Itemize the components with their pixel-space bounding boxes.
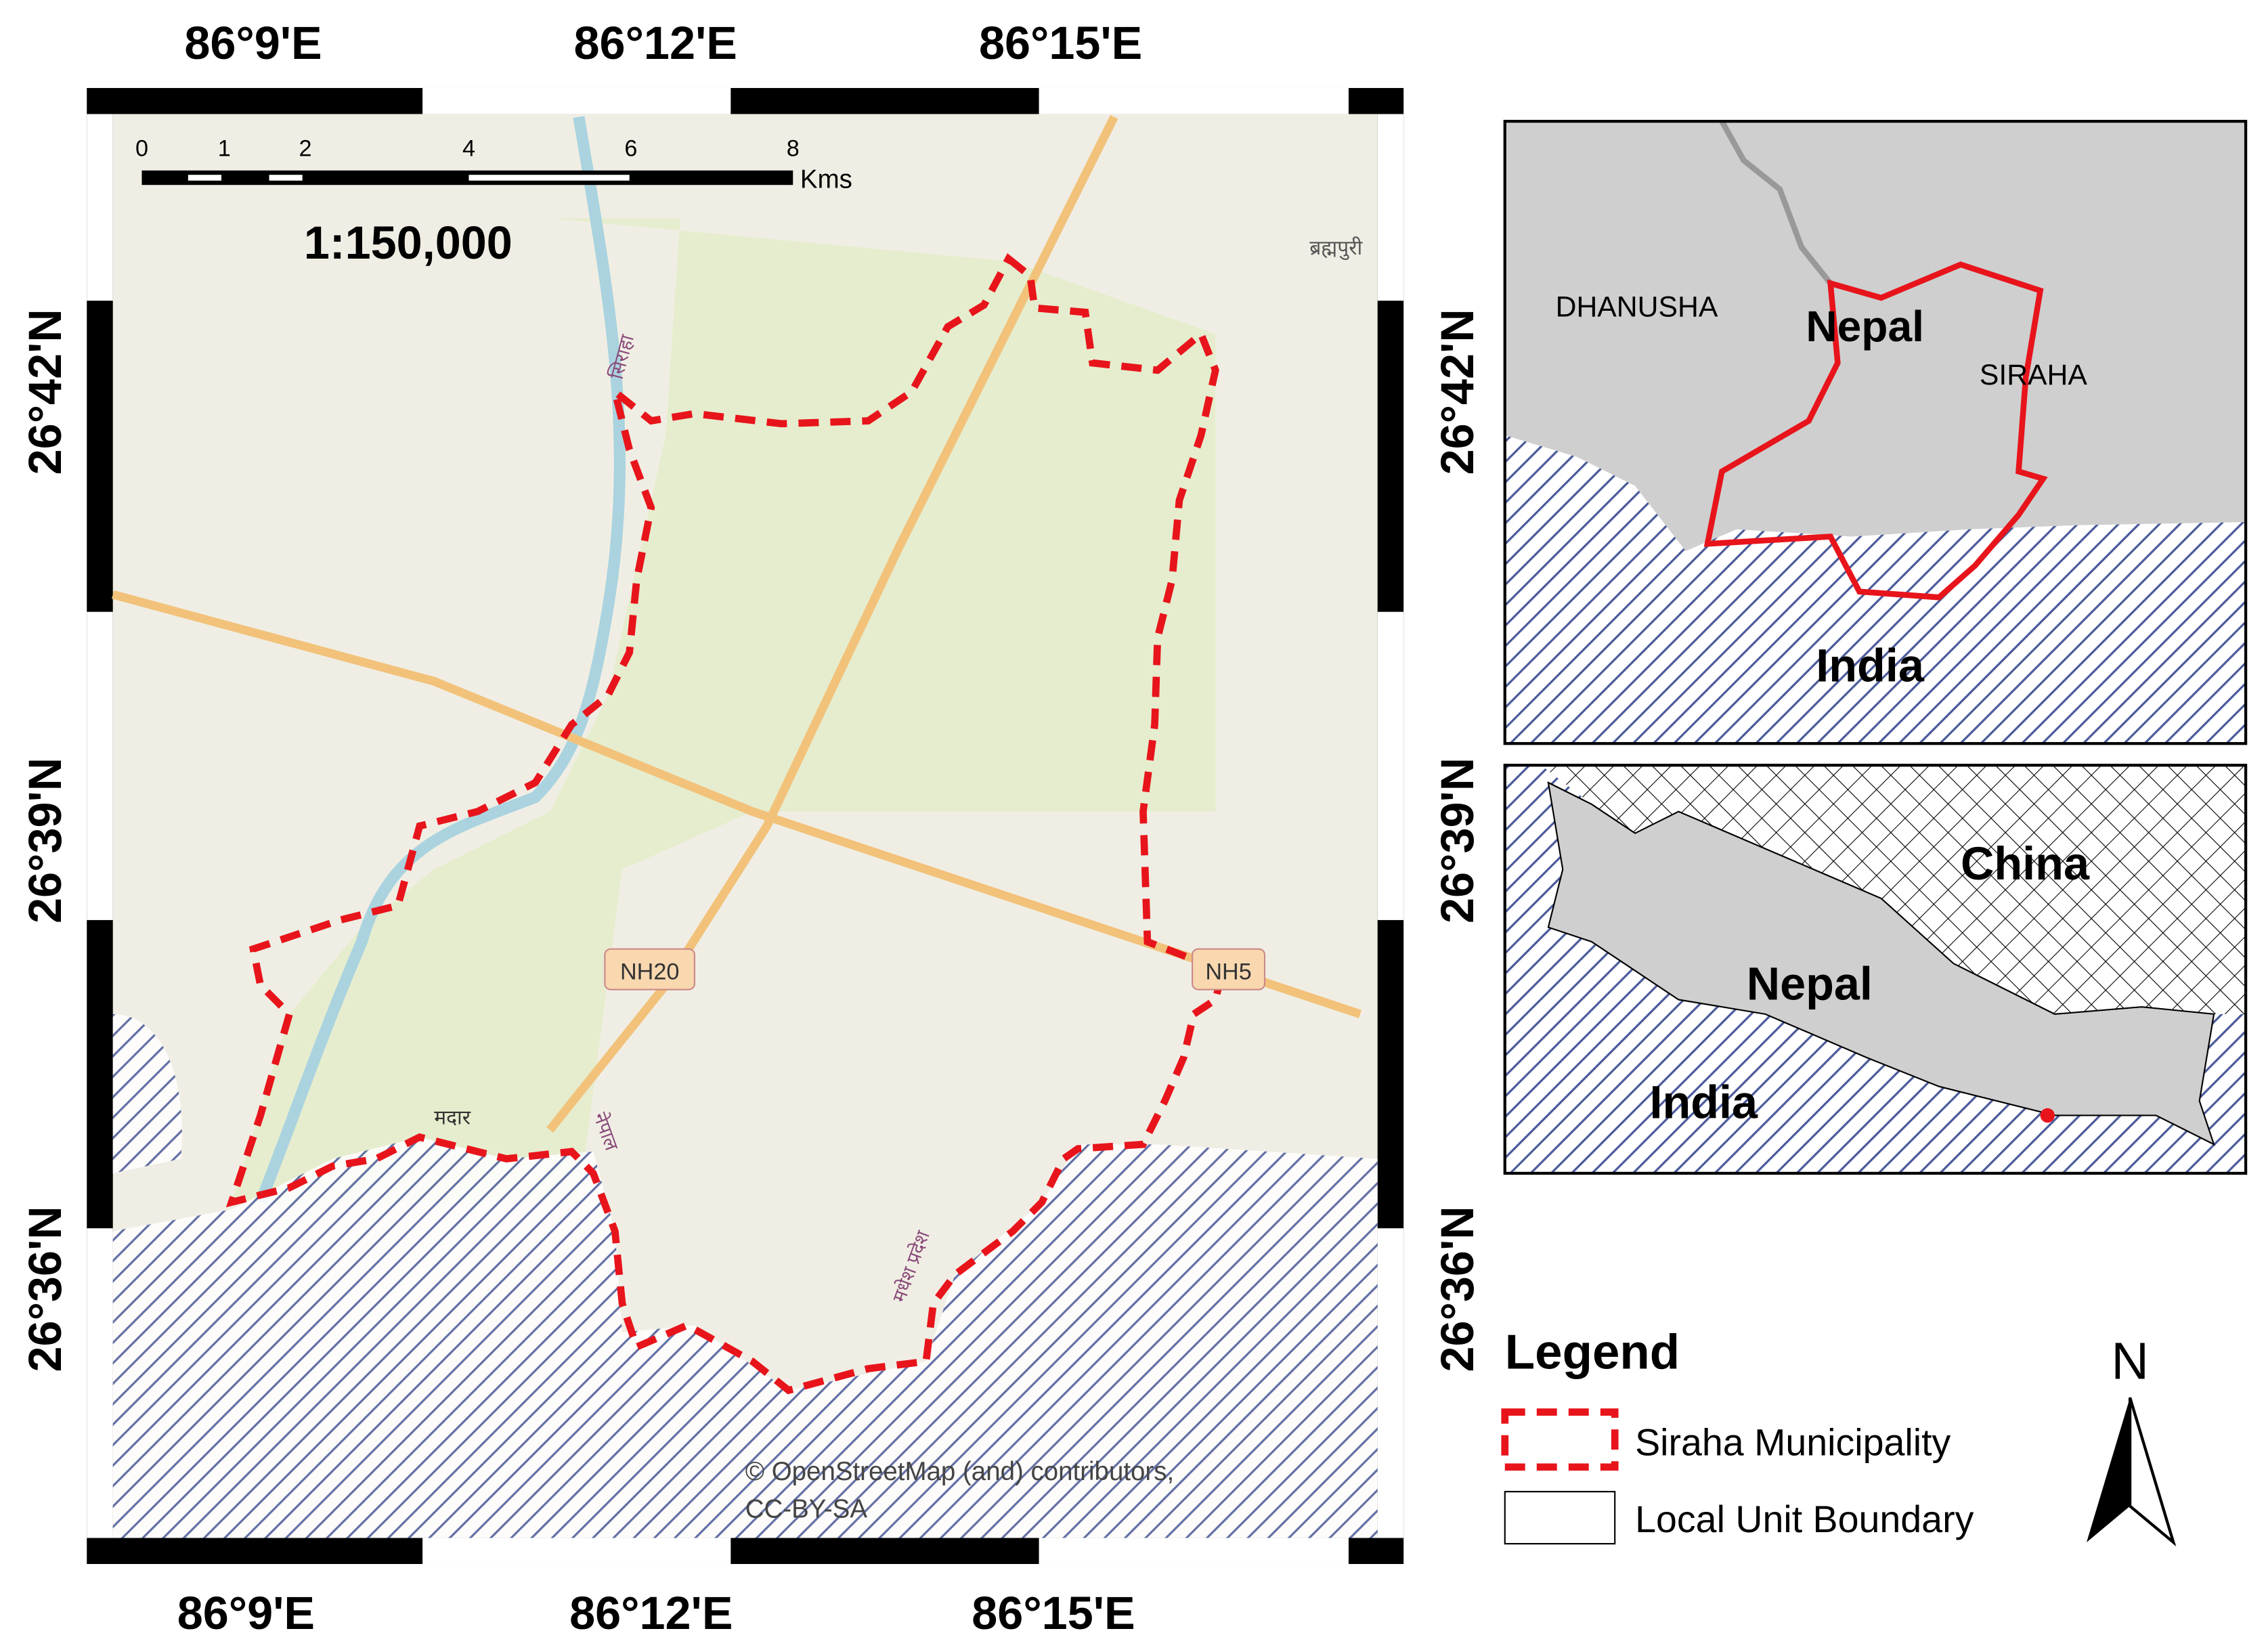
road-label: NH20	[620, 959, 679, 985]
lon-label: 86°9'E	[177, 1588, 315, 1639]
lat-label: 26°39'N	[1432, 758, 1483, 923]
legend-item: Siraha Municipality	[1635, 1422, 1951, 1464]
municipality-outline	[1703, 261, 2048, 601]
municipality-boundary	[225, 253, 1227, 1395]
lat-label: 26°36'N	[20, 1206, 71, 1372]
lat-label: 26°36'N	[1432, 1206, 1483, 1372]
scale-unit: Kms	[800, 165, 852, 194]
legend: Legend Siraha Municipality Local Unit Bo…	[1501, 1324, 1974, 1545]
lat-label: 26°42'N	[20, 309, 71, 475]
legend-item: Local Unit Boundary	[1635, 1498, 1974, 1540]
lon-label: 86°9'E	[184, 18, 322, 69]
inset-district: DHANUSHA Nepal SIRAHA India	[1503, 120, 2248, 745]
country-label: China	[1961, 838, 2090, 890]
river	[255, 116, 626, 1204]
scale-tick: 8	[787, 135, 800, 161]
india-region	[112, 1137, 1378, 1538]
scale-tick: 4	[462, 135, 475, 161]
india-region	[1504, 435, 2246, 744]
scale-tick: 6	[624, 135, 637, 161]
attribution: © OpenStreetMap (and) contributors,	[745, 1457, 1174, 1486]
north-arrow: N	[2086, 1332, 2177, 1547]
road-label: NH5	[1205, 959, 1251, 985]
district-label: SIRAHA	[1980, 359, 2088, 391]
legend-title: Legend	[1505, 1324, 1680, 1379]
inset-country: China Nepal India	[1503, 764, 2248, 1175]
scale-tick: 0	[135, 135, 148, 161]
coordinate-labels: 86°9'E 86°12'E 86°15'E 86°9'E 86°12'E 86…	[20, 18, 1483, 1639]
lon-label: 86°15'E	[979, 18, 1142, 69]
scale-ratio: 1:150,000	[304, 217, 513, 269]
lon-label: 86°12'E	[574, 18, 737, 69]
country-label: Nepal	[1806, 302, 1924, 351]
north-label: N	[2111, 1332, 2149, 1390]
scale-tick: 1	[218, 135, 231, 161]
road	[546, 114, 1118, 1133]
place-label: मदार	[434, 1106, 471, 1129]
country-label: Nepal	[1747, 958, 1873, 1009]
lat-label: 26°39'N	[20, 758, 71, 923]
lon-label: 86°12'E	[569, 1588, 733, 1639]
district-label: DHANUSHA	[1556, 291, 1718, 324]
main-map: ब्रह्मपुरी सिराहा NH20 NH5 मदार नेपाल मध…	[87, 87, 1404, 1565]
attribution: CC-BY-SA	[745, 1495, 868, 1524]
place-label: ब्रह्मपुरी	[1309, 236, 1363, 261]
country-label: India	[1650, 1077, 1759, 1129]
road	[112, 590, 1362, 1018]
scale-bar: 0 1 2 4 6 8 Kms 1:150,000	[135, 135, 852, 269]
lat-label: 26°42'N	[1432, 309, 1483, 475]
lon-label: 86°15'E	[972, 1588, 1135, 1639]
nepal-region	[1547, 781, 2215, 1146]
country-label: India	[1816, 640, 1925, 691]
scale-tick: 2	[299, 135, 311, 161]
